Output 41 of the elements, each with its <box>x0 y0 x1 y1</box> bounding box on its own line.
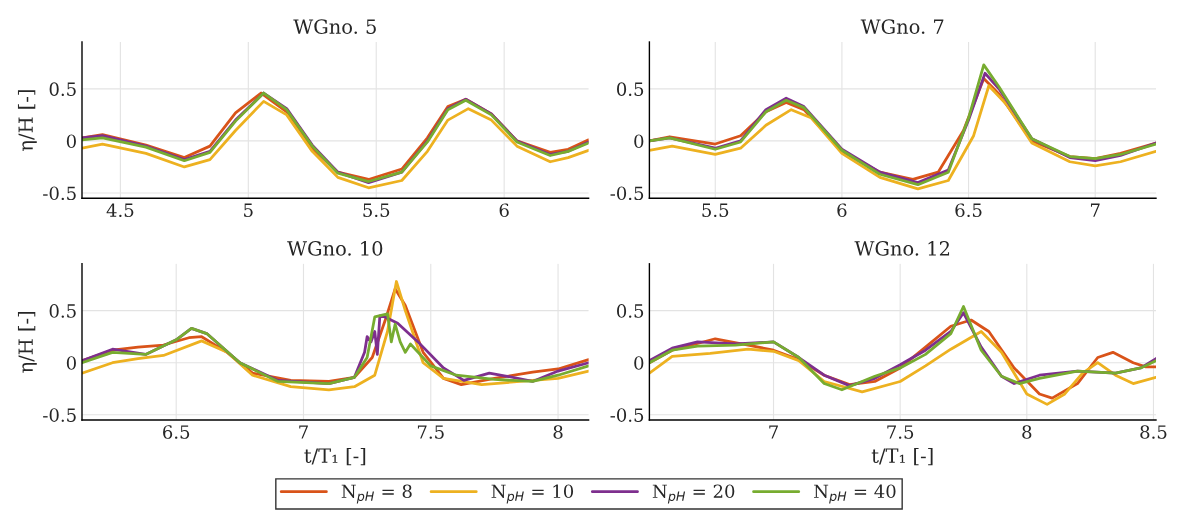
x-tick-label: 8.5 <box>1140 425 1167 439</box>
chart-title: WGno. 5 <box>293 19 376 34</box>
y-axis-title: η/H [-] <box>17 312 37 373</box>
x-tick-label: 5 <box>244 203 253 218</box>
y-tick-label: 0.5 <box>49 304 76 318</box>
legend-label: N$_{pH}$ = 20 <box>652 484 735 504</box>
y-tick-label: 0 <box>66 134 76 149</box>
y-tick-label: 0.5 <box>617 304 644 318</box>
x-axis-title: t/T₁ [-] <box>871 447 933 466</box>
y-tick-label: 0.5 <box>49 82 76 96</box>
y-tick-label: 0 <box>634 356 644 370</box>
y-tick-label: -0.5 <box>610 408 644 422</box>
chart-title: WGno. 7 <box>860 19 944 34</box>
x-tick-label: 7.5 <box>417 425 444 439</box>
x-axis-title: t/T₁ [-] <box>304 447 366 466</box>
y-tick-label: -0.5 <box>43 408 76 422</box>
x-tick-label: 6 <box>499 203 509 218</box>
y-axis-title: η/H [-] <box>17 90 37 151</box>
legend-label: N$_{pH}$ = 10 <box>491 484 574 504</box>
x-tick-label: 8 <box>553 425 563 439</box>
x-tick-label: 7.5 <box>887 425 914 439</box>
x-tick-label: 6.5 <box>163 425 190 439</box>
line-series <box>649 330 1156 406</box>
x-tick-label: 8 <box>1022 425 1032 439</box>
x-tick-label: 7 <box>299 425 308 439</box>
x-tick-label: 5.5 <box>363 203 390 218</box>
chart-title: WGno. 10 <box>287 241 383 256</box>
x-tick-label: 6.5 <box>955 203 982 218</box>
chart-title: WGno. 12 <box>854 241 950 256</box>
x-tick-label: 6 <box>837 203 847 218</box>
x-tick-label: 5.5 <box>702 203 729 218</box>
x-tick-label: 7 <box>769 425 778 439</box>
legend-label: N$_{pH}$ = 40 <box>814 484 896 504</box>
y-tick-label: 0.5 <box>617 82 644 96</box>
legend-label: N$_{pH}$ = 8 <box>341 484 412 504</box>
y-tick-label: -0.5 <box>610 186 644 201</box>
x-tick-label: 4.5 <box>106 203 134 218</box>
x-tick-label: 7 <box>1090 203 1100 217</box>
y-tick-label: 0 <box>66 356 76 370</box>
y-tick-label: 0 <box>634 134 644 149</box>
y-tick-label: -0.5 <box>43 186 76 201</box>
